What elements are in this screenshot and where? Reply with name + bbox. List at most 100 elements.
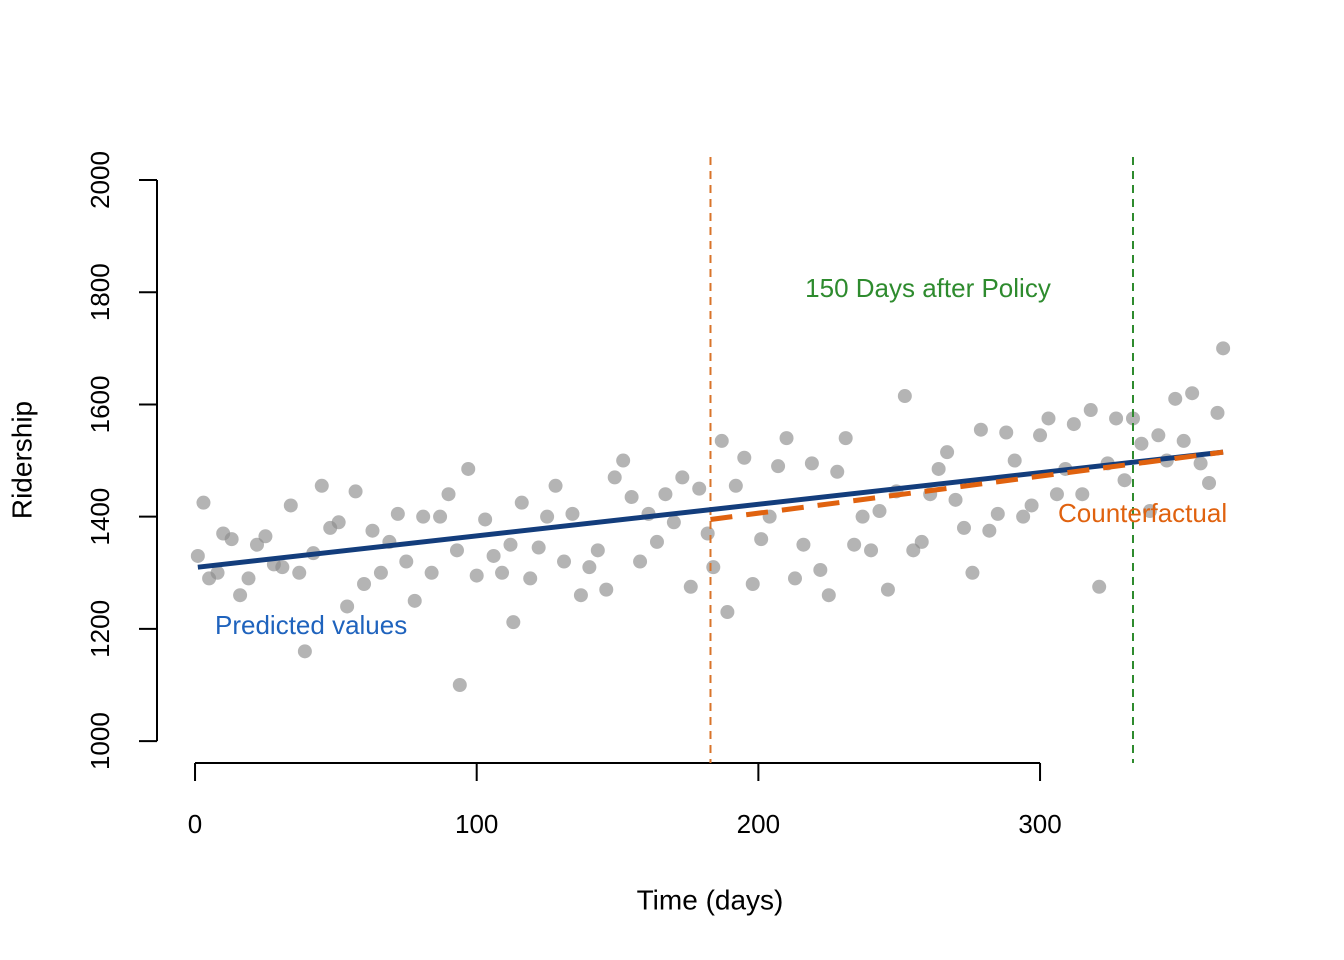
point bbox=[1193, 456, 1208, 471]
x-axis-title: Time (days) bbox=[637, 884, 784, 915]
point bbox=[624, 490, 639, 505]
point bbox=[796, 537, 811, 552]
point bbox=[737, 450, 752, 465]
point bbox=[864, 543, 879, 558]
point bbox=[582, 560, 597, 575]
point bbox=[745, 577, 760, 592]
point bbox=[897, 389, 912, 404]
point bbox=[416, 509, 431, 524]
point bbox=[728, 478, 743, 493]
y-tick-label: 1800 bbox=[85, 263, 115, 321]
point bbox=[720, 605, 735, 620]
y-tick-label: 1200 bbox=[85, 600, 115, 658]
point bbox=[407, 593, 422, 608]
point bbox=[1168, 391, 1183, 406]
point bbox=[649, 534, 664, 549]
point bbox=[452, 678, 467, 693]
point bbox=[210, 565, 225, 580]
point bbox=[1151, 428, 1166, 443]
x-tick-label: 0 bbox=[188, 809, 202, 839]
point bbox=[461, 461, 476, 476]
point bbox=[1142, 504, 1157, 519]
point bbox=[399, 554, 414, 569]
point bbox=[948, 492, 963, 507]
point bbox=[292, 565, 307, 580]
point bbox=[1202, 476, 1217, 491]
point bbox=[540, 509, 555, 524]
point bbox=[714, 433, 729, 448]
point bbox=[914, 534, 929, 549]
point bbox=[940, 445, 955, 460]
point bbox=[424, 565, 439, 580]
point bbox=[683, 579, 698, 594]
point bbox=[548, 478, 563, 493]
point bbox=[331, 515, 346, 530]
point bbox=[373, 565, 388, 580]
point bbox=[469, 568, 484, 583]
point bbox=[616, 453, 631, 468]
point bbox=[1117, 473, 1132, 488]
point bbox=[633, 554, 648, 569]
series-line bbox=[197, 449, 1224, 570]
point bbox=[706, 560, 721, 575]
point bbox=[666, 515, 681, 530]
point bbox=[348, 484, 363, 499]
point bbox=[340, 599, 355, 614]
series-line bbox=[710, 449, 1224, 522]
point bbox=[196, 495, 211, 510]
point bbox=[1049, 487, 1064, 502]
point bbox=[1092, 579, 1107, 594]
x-tick-label: 100 bbox=[455, 809, 498, 839]
point bbox=[1210, 405, 1225, 420]
point bbox=[965, 565, 980, 580]
point bbox=[830, 464, 845, 479]
point bbox=[1109, 411, 1124, 426]
point bbox=[503, 537, 518, 552]
point bbox=[433, 509, 448, 524]
series-label: Predicted values bbox=[215, 610, 407, 640]
point bbox=[787, 571, 802, 586]
point bbox=[1066, 417, 1081, 432]
point bbox=[779, 431, 794, 446]
point bbox=[224, 532, 239, 547]
point bbox=[565, 506, 580, 521]
point bbox=[658, 487, 673, 502]
point bbox=[956, 520, 971, 535]
x-tick-label: 200 bbox=[737, 809, 780, 839]
point bbox=[275, 560, 290, 575]
point bbox=[390, 506, 405, 521]
point bbox=[514, 495, 529, 510]
point bbox=[675, 470, 690, 485]
point bbox=[838, 431, 853, 446]
point bbox=[990, 506, 1005, 521]
point bbox=[523, 571, 538, 586]
point bbox=[357, 577, 372, 592]
point bbox=[847, 537, 862, 552]
y-tick-label: 1600 bbox=[85, 376, 115, 434]
point bbox=[754, 532, 769, 547]
point bbox=[1007, 453, 1022, 468]
point bbox=[1016, 509, 1031, 524]
point bbox=[771, 459, 786, 474]
y-axis-title: Ridership bbox=[6, 401, 37, 519]
point bbox=[855, 509, 870, 524]
x-tick-label: 300 bbox=[1018, 809, 1061, 839]
point bbox=[1041, 411, 1056, 426]
point bbox=[233, 588, 248, 603]
y-tick-label: 1400 bbox=[85, 488, 115, 546]
point bbox=[607, 470, 622, 485]
y-tick-label: 2000 bbox=[85, 151, 115, 209]
point bbox=[283, 498, 298, 513]
point bbox=[931, 461, 946, 476]
point bbox=[1075, 487, 1090, 502]
point bbox=[486, 548, 501, 563]
point bbox=[999, 425, 1014, 440]
point bbox=[1033, 428, 1048, 443]
point bbox=[478, 512, 493, 527]
point bbox=[495, 565, 510, 580]
reference-label: 150 Days after Policy bbox=[805, 273, 1051, 303]
point bbox=[599, 582, 614, 597]
point bbox=[1024, 498, 1039, 513]
series-label: Counterfactual bbox=[1058, 498, 1227, 528]
